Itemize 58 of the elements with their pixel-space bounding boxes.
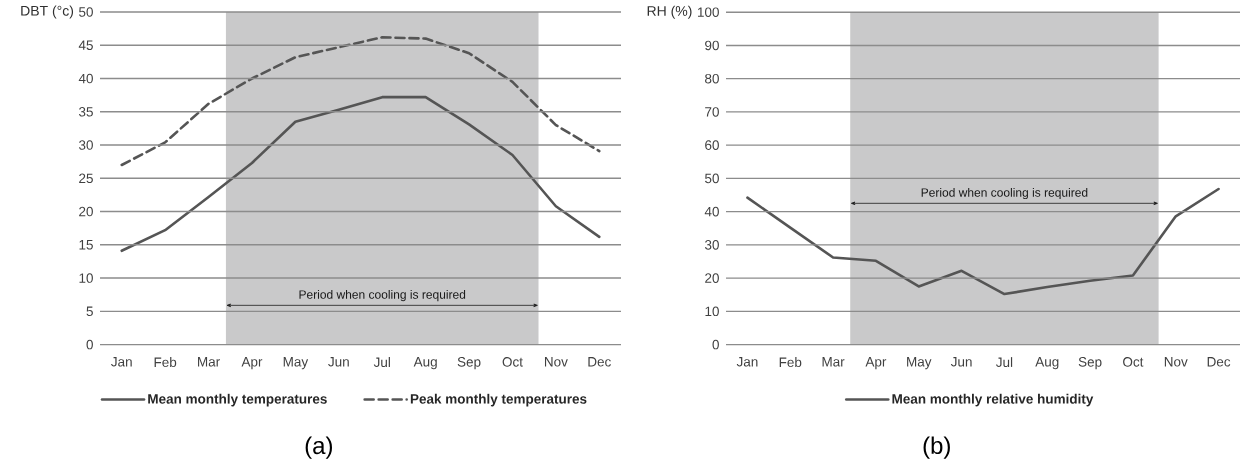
y-tick-label: 100 bbox=[697, 7, 719, 17]
y-tick-label: 30 bbox=[78, 140, 93, 150]
x-tick-label: Feb bbox=[779, 357, 802, 368]
y-tick-label: 20 bbox=[79, 206, 93, 217]
x-tick-label: Jul bbox=[995, 357, 1013, 368]
y-tick-label: 0 bbox=[86, 339, 93, 350]
x-tick-label: Dec bbox=[1207, 357, 1231, 367]
x-tick-label: Mar bbox=[198, 357, 220, 367]
y-axis-title: RH (%) bbox=[647, 5, 692, 19]
y-tick-label: 40 bbox=[704, 206, 719, 217]
y-tick-label: 50 bbox=[79, 7, 93, 17]
y-tick-label: 5 bbox=[86, 306, 93, 317]
x-tick-label: Dec bbox=[588, 357, 611, 367]
x-tick-label: Jan bbox=[111, 357, 132, 367]
x-tick-label: Apr bbox=[241, 357, 263, 370]
y-tick-label: 50 bbox=[704, 173, 719, 184]
y-tick-label: 30 bbox=[704, 240, 719, 250]
text: (b) bbox=[923, 436, 950, 459]
y-tick-label: 10 bbox=[705, 306, 719, 317]
y-tick-label: 60 bbox=[705, 140, 719, 150]
x-tick-label: Jun bbox=[950, 357, 972, 367]
x-tick-label: Jul bbox=[373, 357, 390, 368]
y-tick-label: 70 bbox=[705, 107, 719, 117]
y-tick-label: 35 bbox=[78, 107, 93, 117]
line-series bbox=[120, 95, 601, 253]
y-tick-label: 15 bbox=[79, 240, 93, 250]
y-tick-label: 40 bbox=[78, 73, 93, 84]
text: (a) bbox=[305, 436, 333, 459]
legend-label: Mean monthly relative humidity bbox=[892, 393, 1094, 407]
x-tick-label: Mar bbox=[822, 357, 845, 367]
x-tick-label: Jun bbox=[328, 357, 349, 367]
x-tick-label: Sep bbox=[457, 357, 481, 370]
x-tick-label: Nov bbox=[544, 357, 568, 367]
x-tick-label: May bbox=[907, 357, 932, 370]
y-tick-label: 0 bbox=[712, 339, 719, 350]
x-tick-label: Jan bbox=[736, 357, 758, 367]
y-axis-title: DBT (°c) bbox=[21, 5, 74, 19]
x-tick-label: Sep bbox=[1078, 357, 1102, 370]
line-series bbox=[746, 187, 1220, 296]
legend-label: Mean monthly temperatures bbox=[148, 393, 327, 407]
y-tick-label: 25 bbox=[79, 173, 93, 184]
line-series bbox=[120, 35, 601, 167]
x-tick-label: Oct bbox=[502, 357, 523, 367]
x-tick-label: Oct bbox=[1123, 357, 1144, 367]
y-tick-label: 20 bbox=[705, 273, 719, 283]
y-tick-label: 80 bbox=[705, 73, 719, 84]
y-tick-label: 10 bbox=[79, 273, 93, 283]
legend-label: Peak monthly temperatures bbox=[410, 393, 587, 407]
x-tick-label: Aug bbox=[413, 357, 437, 370]
x-tick-label: Aug bbox=[1035, 357, 1059, 370]
x-tick-label: Apr bbox=[865, 357, 887, 370]
x-tick-label: May bbox=[283, 357, 309, 370]
band-label: Period when cooling is required bbox=[299, 289, 466, 302]
x-tick-label: Nov bbox=[1164, 357, 1188, 367]
y-tick-label: 45 bbox=[78, 40, 93, 50]
y-tick-label: 90 bbox=[705, 40, 719, 51]
band-label: Period when cooling is required bbox=[921, 187, 1088, 200]
x-tick-label: Feb bbox=[154, 357, 177, 368]
